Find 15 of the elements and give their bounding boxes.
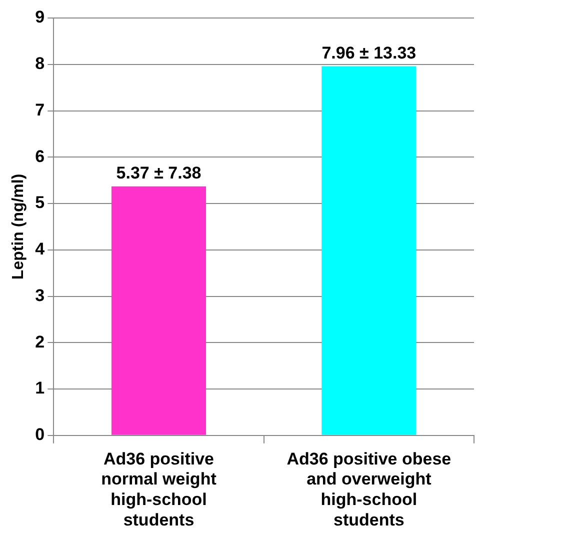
y-tick-label: 2 <box>35 332 45 352</box>
y-tick-label: 5 <box>35 193 45 212</box>
data-label: 5.37 ± 7.38 <box>116 164 202 183</box>
y-tick-label: 0 <box>35 425 45 444</box>
y-tick-label: 6 <box>35 146 45 166</box>
y-tick-label: 8 <box>35 54 45 74</box>
y-tick-label: 4 <box>35 240 46 259</box>
y-tick-label: 1 <box>35 378 45 398</box>
y-tick-label: 3 <box>35 286 45 305</box>
y-tick-label: 9 <box>35 8 45 27</box>
x-tick-label: Ad36 positive obese and overweight high-school students <box>286 449 452 530</box>
y-tick-label: 7 <box>35 100 45 120</box>
y-axis-title: Leptin (ng/ml) <box>10 174 28 280</box>
x-tick-label: Ad36 positive normal weight high-school students <box>101 449 217 530</box>
data-label: 7.96 ± 13.33 <box>322 43 416 62</box>
